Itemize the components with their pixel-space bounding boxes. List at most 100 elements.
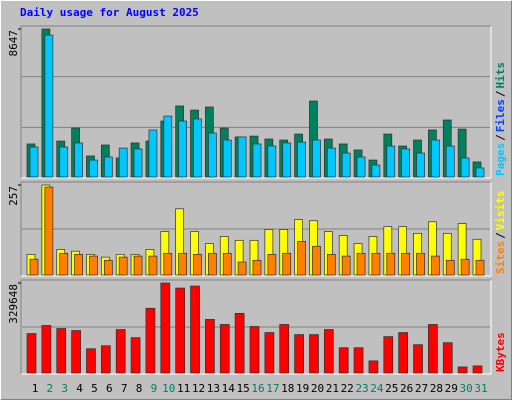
- x-tick-label: 20: [311, 382, 324, 395]
- y-tick-label: 329648: [7, 284, 20, 324]
- x-tick-label: 15: [237, 382, 250, 395]
- x-tick-label: 27: [415, 382, 428, 395]
- x-tick-label: 18: [281, 382, 294, 395]
- x-tick-label: 30: [460, 382, 473, 395]
- bar: [190, 285, 200, 374]
- bar: [267, 253, 277, 276]
- bar: [26, 333, 37, 374]
- bar: [234, 312, 245, 374]
- bar: [252, 143, 262, 178]
- legend-entry: Sites: [494, 241, 507, 274]
- bar: [29, 258, 39, 276]
- bar: [103, 156, 113, 178]
- x-tick-label: 9: [151, 382, 158, 395]
- bar: [386, 145, 396, 178]
- bar: [312, 245, 321, 276]
- legend-entry: /: [494, 232, 507, 239]
- bar: [445, 259, 455, 276]
- bar: [279, 324, 290, 374]
- bar: [383, 336, 394, 374]
- bar: [341, 255, 351, 276]
- bar: [118, 147, 128, 178]
- bar: [44, 186, 54, 276]
- bar: [145, 307, 156, 374]
- bar: [163, 252, 173, 276]
- bar: [71, 330, 81, 374]
- bar: [148, 129, 158, 178]
- legend-entry: Files: [494, 99, 507, 132]
- bar: [59, 146, 69, 178]
- bar: [44, 34, 54, 178]
- bar: [297, 141, 306, 178]
- bar: [219, 324, 230, 374]
- bar: [356, 252, 366, 276]
- x-tick-label: 16: [251, 382, 264, 395]
- bar: [472, 365, 483, 374]
- bar: [386, 252, 396, 276]
- bar: [460, 157, 470, 178]
- legend-entry: /: [494, 134, 507, 141]
- bar: [431, 255, 440, 276]
- legend: KBytes: [494, 332, 507, 372]
- x-tick-label: 11: [177, 382, 190, 395]
- y-tick-label: 8647: [7, 30, 20, 57]
- bar: [160, 282, 171, 374]
- bar: [133, 255, 143, 276]
- bar: [74, 253, 83, 276]
- legend-entry: KBytes: [494, 332, 507, 372]
- plot-bevel: [21, 280, 492, 375]
- bar: [148, 255, 158, 276]
- x-tick-label: 1: [32, 382, 39, 395]
- bar: [130, 337, 141, 374]
- bar: [416, 152, 425, 178]
- bar: [371, 252, 381, 276]
- bar: [460, 258, 470, 276]
- legend-entry: /: [494, 90, 507, 97]
- bar: [401, 148, 411, 178]
- bar: [56, 328, 67, 374]
- x-tick-label: 14: [222, 382, 236, 395]
- bar: [175, 287, 186, 374]
- legend-entry: Visits: [494, 191, 507, 231]
- bar: [249, 326, 260, 374]
- bar: [178, 252, 188, 276]
- bar: [205, 319, 215, 374]
- bar: [445, 145, 455, 178]
- bar: [264, 332, 275, 374]
- bar: [326, 253, 336, 276]
- bar: [208, 132, 217, 178]
- bar: [282, 142, 292, 178]
- bar: [416, 252, 425, 276]
- x-tick-label: 3: [61, 382, 68, 395]
- bar: [115, 329, 126, 374]
- bar: [222, 252, 232, 276]
- bar: [89, 159, 98, 178]
- plot-bevel: [21, 182, 492, 277]
- x-tick-label: 6: [106, 382, 113, 395]
- bar: [163, 115, 173, 178]
- x-tick-label: 4: [76, 382, 83, 395]
- bar: [118, 256, 128, 276]
- legend: Sites /Visits: [494, 191, 507, 275]
- bar: [237, 136, 247, 178]
- bar: [74, 142, 83, 178]
- x-tick-label: 7: [121, 382, 128, 395]
- x-tick-label: 31: [474, 382, 487, 395]
- bar: [29, 146, 39, 178]
- x-tick-label: 21: [326, 382, 339, 395]
- bar: [100, 345, 111, 374]
- bar: [59, 252, 69, 276]
- bar: [222, 139, 232, 178]
- legend: Pages/Files/Hits: [494, 62, 507, 176]
- bar: [267, 145, 277, 178]
- bar: [89, 255, 98, 276]
- bar: [297, 241, 306, 276]
- bar: [398, 332, 409, 374]
- bar: [353, 347, 364, 374]
- bar: [237, 261, 247, 276]
- bar: [103, 259, 113, 276]
- bar: [309, 334, 319, 374]
- bar: [428, 324, 438, 374]
- bar: [133, 148, 143, 178]
